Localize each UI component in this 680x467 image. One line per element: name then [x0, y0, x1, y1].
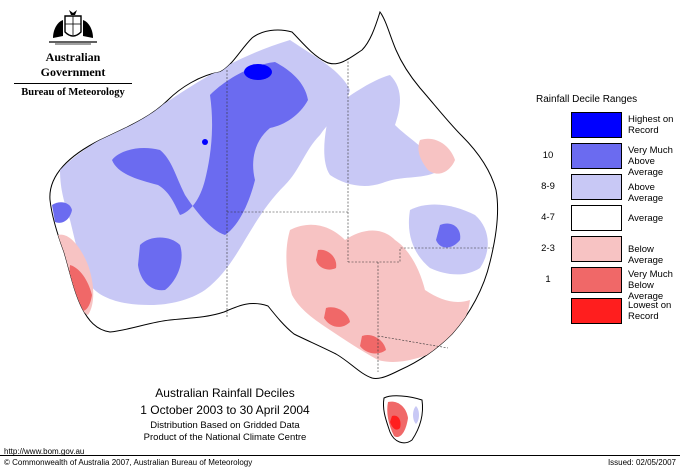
coat-of-arms-icon: [49, 10, 97, 45]
legend-item-label: Below Average: [628, 244, 664, 266]
legend-item-label: Above Average: [628, 182, 664, 204]
region-very-much-below-sa: [316, 249, 337, 270]
bureau-name: Bureau of Meteorology: [21, 87, 125, 98]
legend-item-label: Average: [628, 213, 664, 224]
legend-title: Rainfall Decile Ranges: [536, 94, 638, 105]
government-logo: Australian Government Bureau of Meteorol…: [8, 8, 138, 98]
region-highest-on-record-kimberley: [202, 139, 208, 145]
footer-issued-date: Issued: 02/05/2007: [607, 458, 676, 467]
region-very-much-above-kimberley-nt: [112, 62, 308, 235]
footer-divider: [0, 455, 680, 456]
map-title-block: Australian Rainfall Deciles 1 October 20…: [110, 386, 340, 443]
legend-item-swatch: [571, 267, 622, 293]
legend-item-label: Very Much Below Average: [628, 269, 673, 302]
legend-item: 1 Very Much Below Average: [528, 267, 678, 302]
legend-item-range: 8-9: [541, 181, 555, 192]
legend-item: 4-7 Average: [528, 205, 678, 231]
region-lowest-on-record-tasmania: [390, 415, 401, 430]
footer-copyright: © Commonwealth of Australia 2007, Austra…: [4, 458, 253, 467]
legend-item-swatch: [571, 143, 622, 169]
legend-item-range: 1: [545, 274, 551, 285]
region-very-much-above-wa-coast: [52, 202, 72, 223]
legend-item: 2-3 Below Average: [528, 236, 678, 266]
map-producer: Product of the National Climate Centre: [143, 432, 307, 443]
legend-item-range: 10: [542, 150, 554, 161]
map-title: Australian Rainfall Deciles: [155, 386, 295, 400]
region-very-much-above-pilbara: [138, 237, 182, 291]
legend-item-swatch: [571, 174, 622, 200]
legend-item-swatch: [571, 298, 622, 324]
map-period: 1 October 2003 to 30 April 2004: [140, 403, 310, 417]
legend-item: 8-9 Above Average: [528, 174, 678, 204]
region-very-much-below-spencer-gulf: [324, 307, 350, 327]
legend-item-range: 4-7: [541, 212, 555, 223]
legend-item-range: 2-3: [541, 243, 555, 254]
region-above-average-east: [324, 75, 440, 186]
state-borders: [226, 58, 494, 372]
legend-item: Highest on Record: [528, 112, 678, 138]
legend-item-label: Lowest on Record: [628, 300, 672, 322]
legend-item-swatch: [571, 205, 622, 231]
legend-item-swatch: [571, 112, 622, 138]
region-very-much-below-vic: [360, 334, 386, 354]
legend-item-label: Highest on Record: [628, 114, 674, 136]
government-name: Australian Government: [14, 50, 132, 84]
legend-item-label: Very Much Above Average: [628, 145, 673, 178]
footer-url-link[interactable]: http://www.bom.gov.au: [4, 447, 85, 456]
region-above-average-tasmania: [413, 406, 419, 424]
region-very-much-above-qld: [436, 223, 461, 248]
map-method: Distribution Based on Gridded Data: [150, 420, 300, 431]
border-sa-qld-nsw: [348, 247, 494, 263]
region-below-average-qld-east: [418, 138, 455, 174]
border-nsw-vic: [377, 335, 449, 349]
region-highest-on-record-nt: [244, 64, 272, 80]
legend-item-swatch: [571, 236, 622, 262]
legend-item: Lowest on Record: [528, 298, 678, 324]
legend-item: 10 Very Much Above Average: [528, 143, 678, 178]
